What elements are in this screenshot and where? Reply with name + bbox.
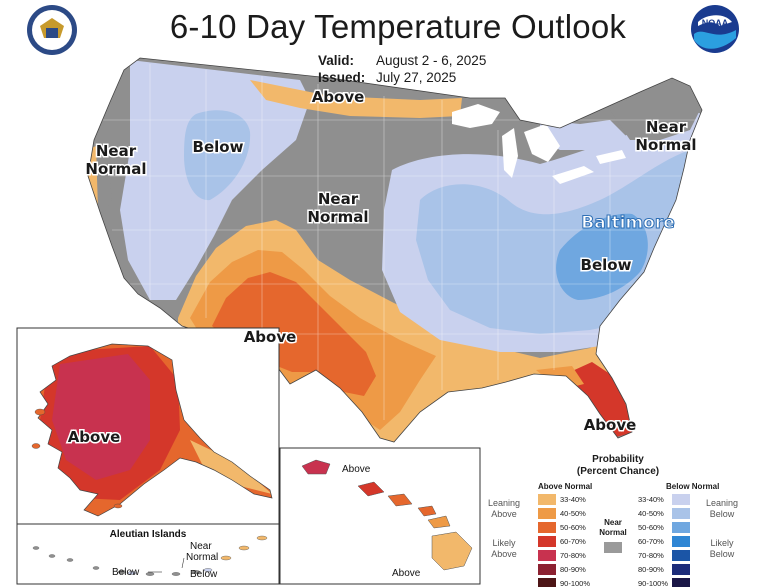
valid-issued-block: Valid: August 2 - 6, 2025 Issued: July 27,…: [318, 52, 486, 86]
label-above-hawaii-1: Above: [342, 464, 371, 475]
legend-title-line-2: (Percent Chance): [576, 466, 660, 477]
label-aleutian-below-1: Below: [112, 567, 140, 578]
legend-above-range: 40-50%: [560, 509, 586, 518]
legend-below-swatch: [672, 536, 690, 547]
legend-leaning-below-2: Below: [709, 509, 735, 519]
department-of-commerce-seal-icon: [27, 5, 77, 55]
legend-below-range: 40-50%: [638, 509, 664, 518]
label-above-florida: Above: [584, 416, 637, 434]
label-below-east: Below: [581, 256, 632, 274]
legend-below-swatch: [672, 564, 690, 575]
legend-above-range: 33-40%: [560, 495, 586, 504]
aleutian-title: Aleutian Islands: [110, 529, 187, 540]
noaa-logo-icon: NOAA: [691, 5, 739, 53]
legend-near-normal: Near Normal: [596, 518, 630, 538]
legend-above-range: 70-80%: [560, 551, 586, 560]
label-below-west: Below: [193, 138, 244, 156]
legend-likely-above-2: Above: [491, 549, 517, 559]
legend-below-swatch: [672, 494, 690, 505]
legend-below-swatch: [672, 578, 690, 587]
legend-above-swatch: [538, 550, 556, 561]
legend-above-range: 50-60%: [560, 523, 586, 532]
valid-label: Valid:: [318, 53, 355, 68]
aleutian-islands: [32, 546, 201, 576]
legend-title: Probability (Percent Chance): [528, 454, 708, 478]
legend-near-head-1: Near: [604, 518, 622, 527]
legend-likely-above: Likely Above: [486, 538, 522, 560]
legend-above-range: 80-90%: [560, 565, 586, 574]
legend-above-swatch: [538, 522, 556, 533]
legend-above-head: Above Normal: [538, 482, 593, 491]
label-near-west-2: Normal: [85, 160, 146, 178]
label-city-baltimore: Baltimore: [581, 213, 675, 233]
legend-below-swatch: [672, 522, 690, 533]
legend-below-range: 80-90%: [638, 565, 664, 574]
legend-above-swatch: [538, 508, 556, 519]
label-near-ne-2: Normal: [635, 136, 696, 154]
issued-value: July 27, 2025: [376, 70, 457, 85]
legend-leaning-below: Leaning Below: [704, 498, 740, 520]
legend-likely-below-2: Below: [709, 549, 735, 559]
legend-likely-above-1: Likely: [492, 538, 516, 548]
issued-line: Issued: July 27, 2025: [318, 69, 486, 86]
legend-above-swatch: [538, 494, 556, 505]
legend-near-normal-swatch: [604, 542, 622, 553]
legend-title-line-1: Probability: [592, 454, 644, 465]
legend: Probability (Percent Chance) Above Norma…: [480, 454, 758, 587]
legend-below-swatch: [672, 508, 690, 519]
legend-below-range: 70-80%: [638, 551, 664, 560]
label-aleutian-below-2: Below: [190, 569, 218, 580]
legend-below-head: Below Normal: [666, 482, 720, 491]
label-above-north: Above: [312, 88, 365, 106]
hawaii-islands: [301, 459, 473, 571]
label-aleutian-near-1: Near: [190, 541, 212, 552]
label-aleutian-near-2: Normal: [186, 552, 218, 563]
legend-below-range: 60-70%: [638, 537, 664, 546]
legend-below-swatch: [672, 550, 690, 561]
legend-leaning-above-2: Above: [491, 509, 517, 519]
label-near-ne-1: Near: [646, 118, 687, 136]
svg-text:NOAA: NOAA: [702, 18, 729, 28]
legend-below-range: 50-60%: [638, 523, 664, 532]
legend-below-range: 90-100%: [638, 579, 669, 587]
legend-above-range: 60-70%: [560, 537, 586, 546]
legend-likely-below: Likely Below: [704, 538, 740, 560]
label-near-west-1: Near: [96, 142, 137, 160]
legend-leaning-above: Leaning Above: [486, 498, 522, 520]
label-above-alaska: Above: [68, 428, 121, 446]
label-near-central-2: Normal: [307, 208, 368, 226]
legend-above-swatch: [538, 578, 556, 587]
label-above-southwest: Above: [244, 328, 297, 346]
legend-above-range: 90-100%: [560, 579, 591, 587]
legend-near-head-2: Normal: [599, 528, 627, 537]
legend-leaning-above-1: Leaning: [487, 498, 521, 508]
page-title: 6-10 Day Temperature Outlook: [169, 8, 627, 45]
label-above-hawaii-2: Above: [392, 568, 421, 579]
legend-above-swatch: [538, 564, 556, 575]
legend-likely-below-1: Likely: [710, 538, 734, 548]
legend-below-range: 33-40%: [638, 495, 664, 504]
legend-above-swatch: [538, 536, 556, 547]
legend-leaning-below-1: Leaning: [705, 498, 739, 508]
valid-line: Valid: August 2 - 6, 2025: [318, 52, 486, 69]
valid-value: August 2 - 6, 2025: [376, 53, 487, 68]
label-near-central-1: Near: [318, 190, 359, 208]
issued-label: Issued:: [318, 70, 366, 85]
